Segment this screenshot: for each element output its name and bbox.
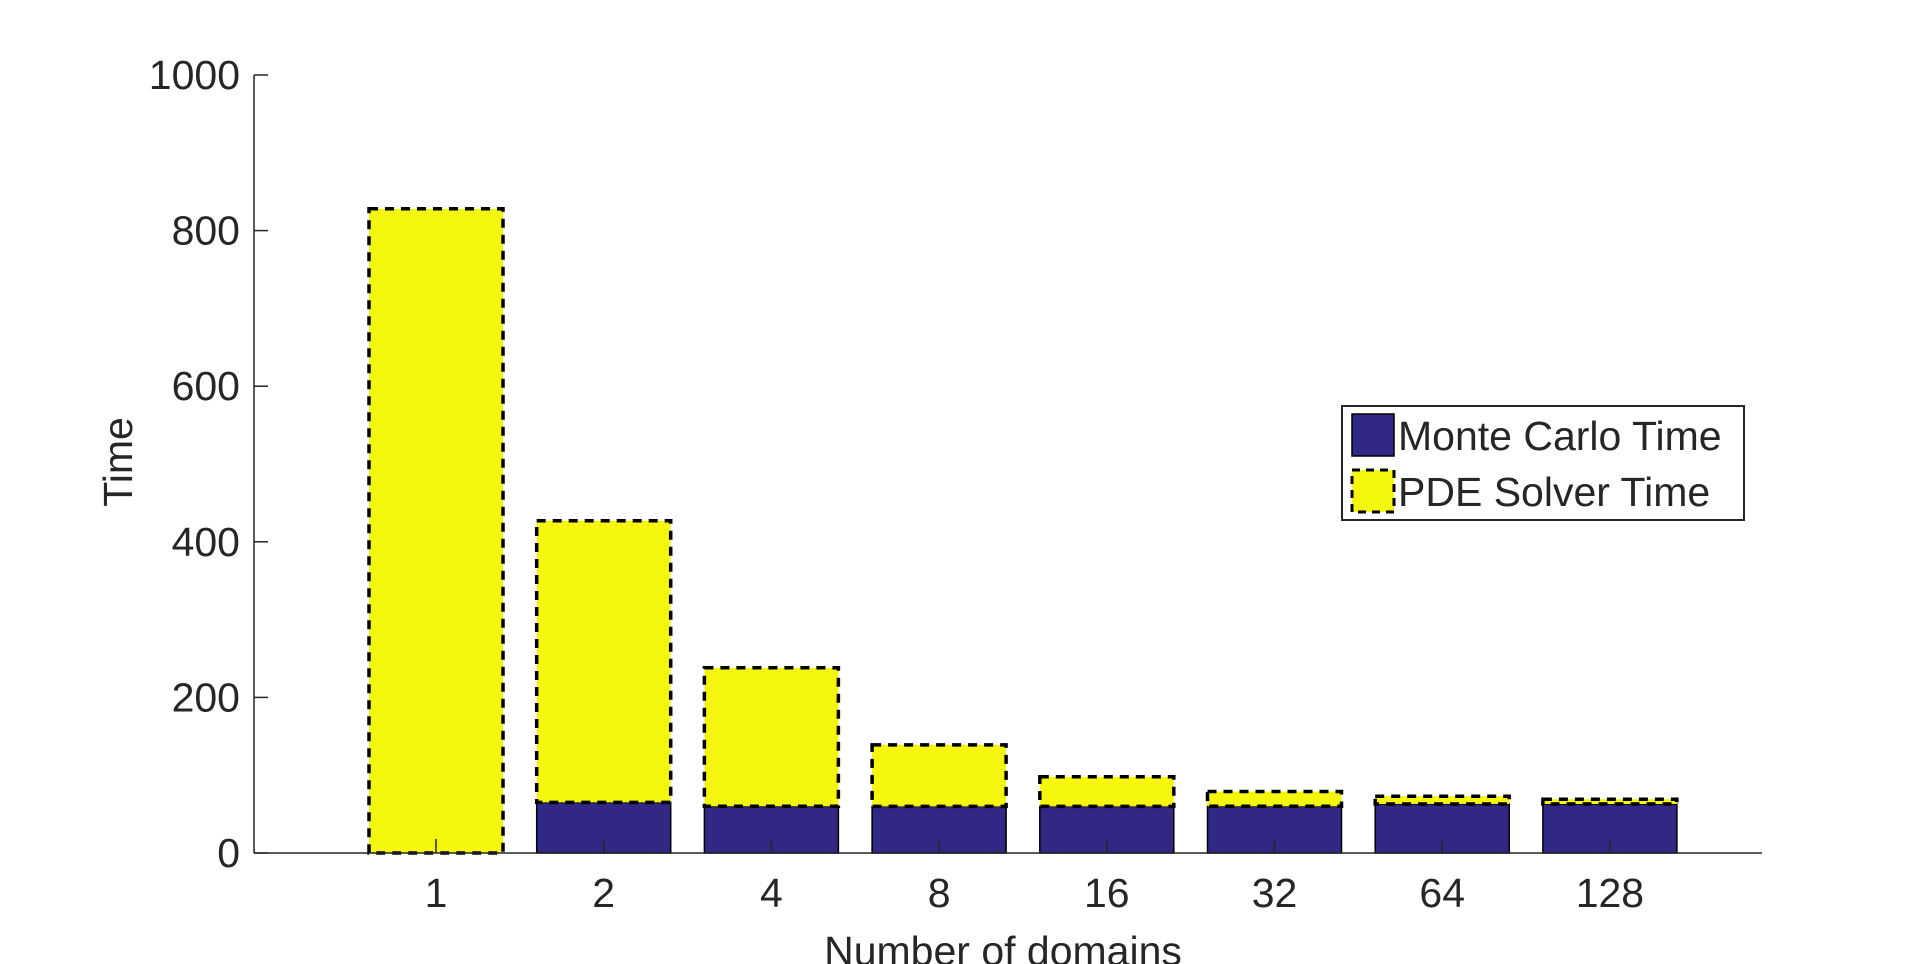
legend: Monte Carlo Time PDE Solver Time (1341, 405, 1745, 521)
x-tick-label: 4 (760, 870, 783, 916)
x-tick-label: 128 (1576, 870, 1644, 916)
axes-group: 0 200 400 600 800 1000 1 2 4 8 16 32 64 128 (149, 52, 1762, 916)
y-tick-label: 400 (172, 519, 240, 565)
bar-pde-solver-128 (1541, 797, 1679, 806)
x-tick-label: 2 (592, 870, 615, 916)
legend-label-pde-solver: PDE Solver Time (1398, 469, 1710, 515)
x-tick-label: 8 (928, 870, 951, 916)
bar-pde-solver-32 (1205, 789, 1344, 809)
x-tick-label: 64 (1419, 870, 1465, 916)
x-tick-label: 1 (425, 870, 448, 916)
bar-pde-solver-16 (1038, 775, 1176, 809)
x-tick-label: 16 (1084, 870, 1130, 916)
bar-pde-solver-64 (1373, 794, 1511, 806)
y-tick-label: 200 (172, 674, 240, 720)
y-tick-label: 600 (172, 363, 240, 409)
y-axis-label: Time (95, 417, 141, 507)
y-tick-label: 1000 (149, 52, 240, 98)
x-axis-label: Number of domains (824, 928, 1182, 964)
bars-group (367, 207, 1679, 855)
bar-pde-solver-4 (702, 666, 841, 809)
legend-swatch-monte-carlo (1351, 413, 1395, 457)
legend-label-monte-carlo: Monte Carlo Time (1398, 413, 1722, 459)
y-tick-label: 0 (217, 830, 240, 876)
bar-pde-solver-1 (367, 207, 505, 855)
x-tick-label: 32 (1252, 870, 1298, 916)
y-tick-label: 800 (172, 208, 240, 254)
bar-pde-solver-2 (534, 519, 673, 805)
legend-swatch-pde-solver (1350, 468, 1396, 514)
bar-pde-solver-8 (870, 743, 1008, 809)
legend-box (1341, 405, 1745, 521)
